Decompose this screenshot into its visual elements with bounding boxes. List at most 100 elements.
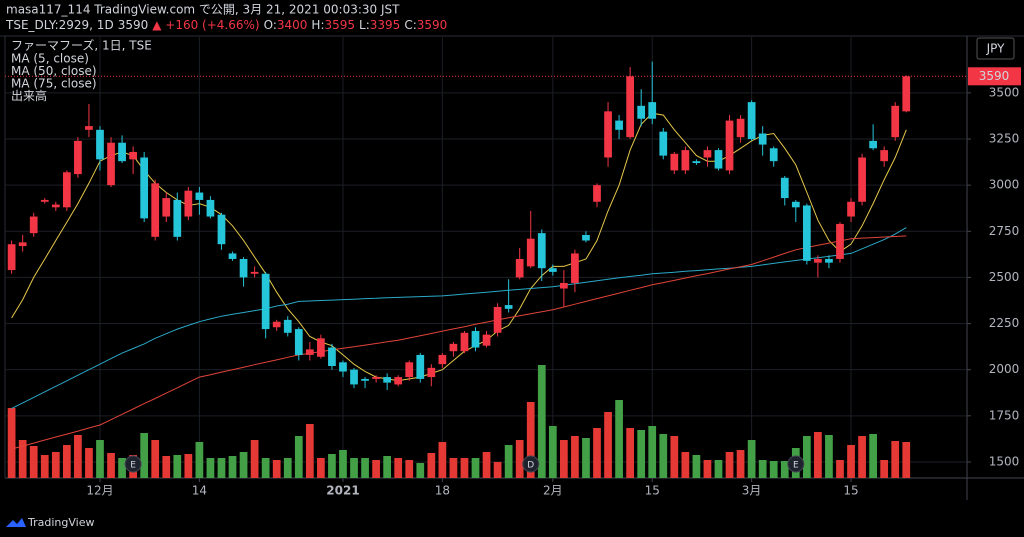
candle-body: [328, 347, 336, 366]
candle-body: [283, 319, 292, 333]
volume-bar: [847, 445, 855, 478]
volume-bar: [118, 458, 126, 478]
y-tick-label: 3500: [989, 85, 1020, 99]
volume-bar: [648, 426, 657, 478]
candle-body: [96, 129, 104, 160]
y-tick-label: 2000: [989, 362, 1020, 376]
candle-body: [571, 253, 579, 283]
x-tick-label: 12月: [86, 484, 113, 498]
candle-body: [548, 268, 557, 272]
event-label: E: [793, 461, 799, 471]
volume-bar: [85, 448, 93, 478]
candle-body: [250, 271, 259, 274]
ohlc-label: O:: [264, 18, 277, 32]
currency-box[interactable]: [976, 37, 1015, 60]
candle-body: [880, 150, 889, 162]
volume-bar: [515, 440, 524, 478]
candle-body: [195, 192, 204, 200]
volume-bar: [758, 460, 767, 478]
legend-entry: MA (75, close): [11, 77, 97, 91]
candle-body: [825, 258, 833, 263]
candle-body: [670, 153, 679, 171]
volume: [7, 365, 911, 478]
header-publisher: masa117_114 TradingView.com で公開, 3月 21, …: [6, 3, 400, 17]
candle-body: [604, 111, 612, 158]
y-tick-label: 3250: [989, 132, 1020, 146]
volume-bar: [416, 463, 425, 478]
candle-body: [317, 338, 325, 357]
candle-body: [350, 369, 358, 385]
x-tick-label: 18: [435, 484, 450, 498]
candle-body: [537, 233, 546, 269]
candle-body: [714, 150, 723, 169]
candle-body: [637, 105, 646, 119]
volume-bar: [902, 442, 911, 478]
y-tick-label: 2750: [989, 224, 1020, 238]
volume-bar: [140, 433, 149, 478]
candle-body: [626, 76, 634, 138]
volume-bar: [725, 452, 734, 478]
volume-bar: [449, 458, 458, 478]
volume-bar: [604, 412, 612, 478]
change: ▲ +160 (+4.66%): [152, 18, 259, 32]
candle-body: [858, 157, 866, 202]
y-tick-label: 1750: [989, 408, 1020, 422]
volume-bar: [184, 454, 193, 478]
candle-body: [747, 102, 756, 140]
event-marker: [124, 455, 142, 473]
volume-bar: [802, 436, 811, 478]
ohlc-value: 3595: [325, 18, 356, 32]
volume-bar: [670, 436, 679, 478]
candle-body: [206, 199, 215, 217]
candle-body: [725, 120, 734, 171]
volume-bar: [239, 452, 248, 478]
volume-bar: [769, 461, 778, 478]
x-tick-label: 3月: [742, 484, 762, 498]
volume-bar: [18, 440, 27, 478]
candle-body: [261, 273, 270, 330]
volume-bar: [747, 440, 756, 478]
volume-bar: [714, 460, 723, 478]
candle-body: [847, 201, 855, 217]
candle-body: [814, 258, 822, 263]
x-tick-label: 2月: [543, 484, 563, 498]
candle-body: [560, 282, 568, 289]
volume-bar: [173, 455, 182, 478]
volume-bar: [162, 456, 171, 478]
x-tick-label: 15: [843, 484, 858, 498]
volume-bar: [438, 442, 447, 478]
candle-body: [184, 190, 193, 217]
candle-body: [582, 234, 590, 241]
candle-body: [703, 150, 712, 158]
candle-body: [769, 148, 778, 162]
volume-bar: [405, 460, 414, 478]
event-label: D: [527, 461, 534, 471]
legend-volume: 出来高: [11, 88, 47, 103]
candle-body: [239, 258, 248, 278]
candle-body: [471, 330, 480, 348]
volume-bar: [891, 441, 900, 478]
volume-bar: [504, 445, 513, 478]
event-marker: [787, 455, 805, 473]
candle-body: [394, 377, 403, 385]
candle-body: [515, 258, 524, 278]
candle-body: [29, 216, 38, 234]
candles: [7, 61, 911, 390]
ma-line: [11, 112, 907, 382]
volume-bar: [62, 445, 71, 478]
volume-bar: [294, 436, 303, 478]
volume-bar: [74, 435, 82, 478]
ma-line: [11, 227, 907, 409]
candle-body: [7, 244, 16, 271]
volume-bar: [305, 424, 314, 478]
volume-bar: [659, 434, 668, 478]
candle-body: [791, 201, 800, 208]
volume-bar: [328, 454, 336, 478]
candle-body: [836, 223, 844, 259]
y-tick-label: 1500: [989, 454, 1020, 468]
volume-bar: [537, 365, 546, 478]
volume-bar: [96, 440, 104, 478]
volume-bar: [493, 462, 502, 478]
volume-bar: [814, 432, 822, 478]
logo: TradingView: [6, 516, 94, 529]
